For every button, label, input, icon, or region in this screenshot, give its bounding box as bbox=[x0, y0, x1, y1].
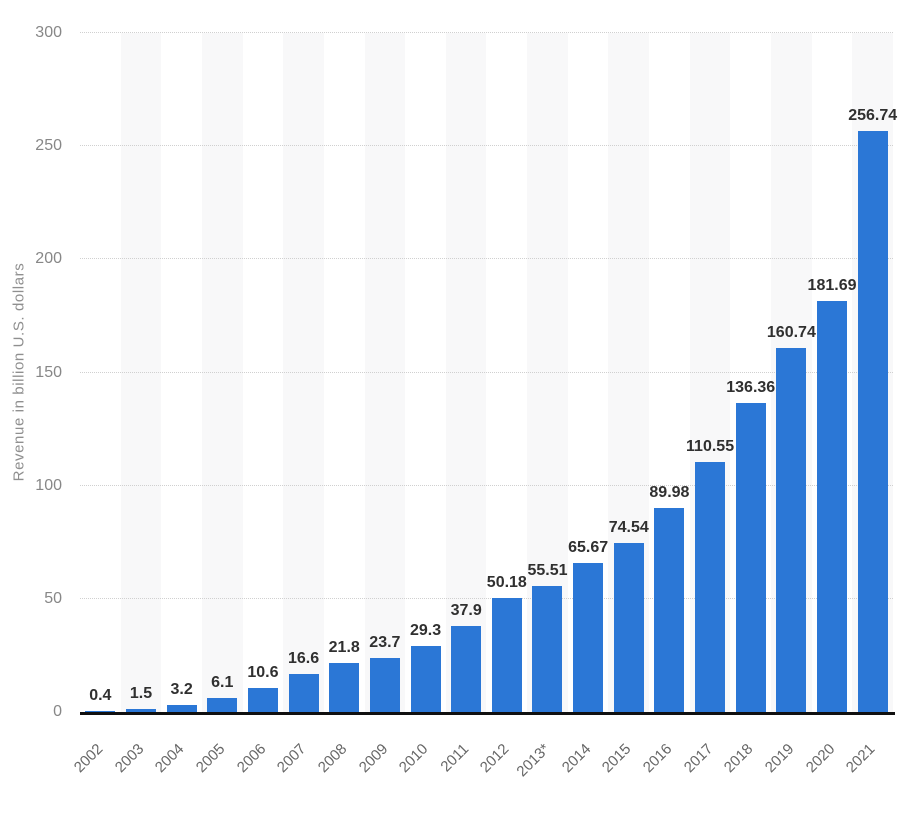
value-label-2014: 65.67 bbox=[568, 539, 609, 557]
y-axis: 0 50 100 150 200 250 300 bbox=[0, 24, 62, 720]
x-label-2018: 2018 bbox=[721, 740, 757, 777]
y-tick-100: 100 bbox=[35, 476, 62, 494]
x-label-2010: 2010 bbox=[395, 740, 432, 777]
x-label-2020: 2020 bbox=[802, 740, 839, 777]
x-label-2011: 2011 bbox=[437, 740, 473, 776]
gridline-200 bbox=[80, 258, 893, 260]
gridline-300 bbox=[80, 32, 893, 33]
x-label-2012: 2012 bbox=[477, 740, 513, 777]
bar-2012[interactable] bbox=[491, 598, 522, 712]
value-label-2017: 110.55 bbox=[686, 437, 735, 455]
value-label-2002: 0.4 bbox=[89, 687, 112, 705]
column-stripe-2007 bbox=[283, 33, 324, 712]
bar-2004[interactable] bbox=[166, 704, 197, 712]
bar-2016[interactable] bbox=[654, 508, 685, 712]
gridline-100 bbox=[80, 484, 893, 486]
value-label-2009: 23.7 bbox=[369, 634, 401, 652]
x-label-2007: 2007 bbox=[273, 740, 310, 777]
bar-2021[interactable] bbox=[857, 130, 888, 712]
x-label-2005: 2005 bbox=[192, 740, 229, 777]
x-axis: 2002 2003 2004 2005 2006 2007 2008 2009 2010 2011… bbox=[71, 712, 893, 814]
x-label-2021: 2021 bbox=[843, 740, 879, 777]
bar-2007[interactable] bbox=[288, 674, 319, 712]
y-tick-300: 300 bbox=[35, 24, 62, 41]
bar-2019[interactable] bbox=[776, 348, 807, 712]
value-label-2016: 89.98 bbox=[649, 484, 690, 502]
value-label-2007: 16.6 bbox=[287, 650, 320, 668]
column-stripe-2005 bbox=[201, 33, 243, 712]
bar-2018[interactable] bbox=[735, 403, 766, 712]
x-label-2009: 2009 bbox=[355, 740, 391, 777]
bar-2017[interactable] bbox=[695, 461, 726, 712]
bar-2006[interactable] bbox=[247, 688, 278, 712]
value-label-2020: 181.69 bbox=[807, 276, 857, 294]
value-label-2013*: 55.51 bbox=[527, 562, 568, 580]
bar-2011[interactable] bbox=[451, 626, 482, 712]
x-label-2003: 2003 bbox=[111, 740, 147, 777]
value-label-2019: 160.74 bbox=[766, 324, 816, 342]
gridline-150 bbox=[80, 371, 893, 373]
x-label-2017: 2017 bbox=[680, 740, 717, 777]
y-tick-250: 250 bbox=[35, 137, 62, 155]
x-label-2019: 2019 bbox=[761, 740, 798, 777]
x-label-2014: 2014 bbox=[558, 740, 595, 777]
y-tick-200: 200 bbox=[35, 250, 62, 268]
x-label-2004: 2004 bbox=[152, 740, 188, 777]
bar-2010[interactable] bbox=[410, 645, 441, 712]
gridline-50 bbox=[80, 597, 893, 599]
x-label-2016: 2016 bbox=[639, 740, 676, 777]
x-label-2002: 2002 bbox=[70, 740, 107, 777]
x-label-2006: 2006 bbox=[233, 740, 269, 777]
gridline-250 bbox=[80, 145, 893, 147]
value-label-2008: 21.8 bbox=[328, 638, 360, 656]
x-label-2008: 2008 bbox=[314, 740, 351, 777]
y-tick-0: 0 bbox=[53, 703, 62, 720]
x-label-2013*: 2013* bbox=[513, 740, 554, 781]
value-label-2011: 37.9 bbox=[450, 602, 482, 620]
value-label-2003: 1.5 bbox=[129, 684, 153, 702]
bar-2014[interactable] bbox=[573, 563, 604, 712]
bar-2020[interactable] bbox=[817, 300, 848, 712]
value-label-2018: 136.36 bbox=[726, 379, 776, 397]
bar-2005[interactable] bbox=[207, 698, 238, 712]
bar-2008[interactable] bbox=[329, 662, 360, 712]
bar-2013*[interactable] bbox=[532, 586, 563, 712]
column-stripe-2009 bbox=[364, 33, 406, 712]
value-label-2015: 74.54 bbox=[608, 519, 649, 537]
value-label-2004: 3.2 bbox=[170, 680, 193, 698]
y-tick-50: 50 bbox=[44, 589, 62, 607]
y-tick-150: 150 bbox=[35, 363, 62, 381]
bar-2002[interactable] bbox=[85, 711, 116, 712]
value-label-2021: 256.74 bbox=[848, 106, 898, 124]
value-label-2005: 6.1 bbox=[211, 674, 234, 692]
x-label-2015: 2015 bbox=[599, 740, 635, 777]
x-axis-line bbox=[80, 712, 895, 715]
value-label-2006: 10.6 bbox=[247, 664, 279, 682]
value-label-2010: 29.3 bbox=[409, 621, 442, 639]
plot-area: 0.4 1.5 3.2 6.1 10.6 16.6 21.8 23.7 29.3 37.9 50.1… bbox=[80, 32, 897, 715]
column-stripe-2003 bbox=[120, 33, 162, 712]
bar-2015[interactable] bbox=[613, 543, 644, 712]
bar-2003[interactable] bbox=[125, 708, 156, 712]
bar-2009[interactable] bbox=[369, 658, 400, 712]
value-label-2012: 50.18 bbox=[486, 574, 527, 592]
